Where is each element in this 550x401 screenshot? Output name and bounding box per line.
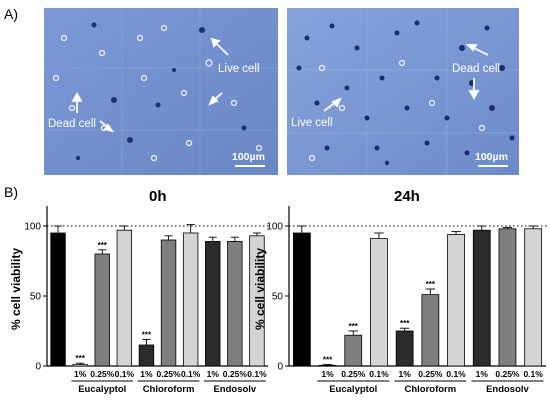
scale-bar-24h	[478, 165, 508, 167]
y-tick-label: 100	[24, 222, 41, 233]
bar	[524, 228, 543, 367]
category-label: 0.25%	[495, 369, 520, 379]
bar	[498, 228, 517, 367]
chart-title-0h: 0h	[149, 188, 167, 205]
bar	[138, 344, 155, 367]
category-label: 0.25%	[223, 369, 248, 379]
significance-marker: ***	[142, 330, 152, 339]
bar	[72, 364, 88, 367]
y-axis-label: % cell viability	[253, 248, 267, 330]
category-label: 0.1%	[181, 369, 201, 379]
panel-a-label: A)	[4, 6, 18, 22]
y-tick-label: 100	[266, 222, 283, 233]
category-label: 0.1%	[247, 369, 267, 379]
bar	[182, 232, 199, 367]
micrograph-24h-image	[287, 8, 519, 175]
bar	[370, 238, 388, 367]
bar	[160, 239, 177, 367]
category-label: 1%	[74, 369, 87, 379]
category-label: 1%	[476, 369, 489, 379]
y-tick-label: 50	[30, 292, 42, 303]
y-axis-label: % cell viability	[9, 248, 23, 330]
category-label: 0.1%	[523, 369, 543, 379]
group-label: Eucalyptol	[78, 384, 126, 395]
bar	[94, 253, 110, 367]
significance-marker: ***	[75, 354, 85, 363]
group-label: Endosolv	[213, 384, 256, 395]
bar	[116, 229, 133, 367]
y-tick-label: 50	[272, 292, 284, 303]
bar	[227, 240, 243, 367]
micrograph-0h	[44, 8, 278, 175]
significance-marker: ***	[323, 356, 333, 365]
bar	[50, 232, 66, 367]
category-label: 1%	[399, 369, 412, 379]
group-label: Eucalyptol	[329, 384, 377, 395]
category-label: 0.25%	[418, 369, 443, 379]
scale-bar-0h	[235, 165, 265, 167]
annotation-dead-cell-24h: Dead cell	[452, 63, 500, 75]
category-label: 0.25%	[156, 369, 181, 379]
category-label: 0.1%	[115, 369, 135, 379]
scale-bar-label-24h: 100µm	[475, 151, 508, 163]
bar	[344, 334, 363, 367]
significance-marker: ***	[349, 322, 359, 331]
group-label: Chloroform	[404, 384, 456, 395]
bar	[205, 240, 221, 367]
annotation-dead-cell-0h: Dead cell	[48, 118, 96, 130]
bar	[395, 330, 414, 367]
category-label: 1%	[321, 369, 334, 379]
micrograph-24h	[287, 8, 519, 175]
annotation-live-cell-24h: Live cell	[291, 117, 333, 129]
group-label: Endosolv	[486, 384, 529, 395]
y-tick-label: 0	[35, 362, 41, 373]
bar	[447, 233, 465, 367]
significance-marker: ***	[426, 280, 436, 289]
significance-marker: ***	[98, 241, 108, 250]
bar	[421, 294, 440, 367]
category-label: 0.25%	[341, 369, 366, 379]
category-label: 1%	[207, 369, 220, 379]
panel-b-label: B)	[4, 184, 18, 200]
category-label: 1%	[140, 369, 153, 379]
bar	[292, 232, 311, 367]
significance-marker: ***	[400, 319, 410, 328]
category-label: 0.1%	[446, 369, 466, 379]
chart-title-24h: 24h	[394, 188, 420, 205]
category-label: 0.25%	[90, 369, 115, 379]
group-label: Chloroform	[143, 384, 195, 395]
y-tick-label: 0	[277, 362, 283, 373]
bar	[318, 364, 337, 367]
micrograph-0h-image	[44, 8, 278, 175]
scale-bar-label-0h: 100µm	[232, 151, 265, 163]
category-label: 0.1%	[369, 369, 389, 379]
bar	[472, 229, 491, 367]
annotation-live-cell-0h: Live cell	[218, 63, 260, 75]
